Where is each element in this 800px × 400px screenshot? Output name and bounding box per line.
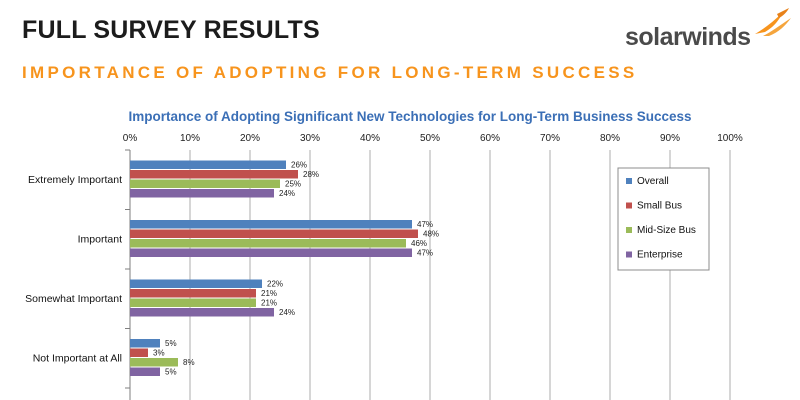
category-label: Not Important at All xyxy=(33,353,122,365)
legend-label: Small Bus xyxy=(637,201,682,212)
value-label: 5% xyxy=(165,368,177,377)
legend-swatch xyxy=(626,202,632,209)
value-label: 28% xyxy=(303,170,319,179)
chart-title: Importance of Adopting Significant New T… xyxy=(128,109,692,124)
x-tick-label: 90% xyxy=(660,133,680,144)
bar xyxy=(130,189,274,198)
bar xyxy=(130,339,160,348)
x-tick-label: 100% xyxy=(717,133,743,144)
brand-name: solarwinds xyxy=(625,23,751,51)
legend-label: Mid-Size Bus xyxy=(637,225,696,236)
x-tick-label: 40% xyxy=(360,133,380,144)
bar xyxy=(130,367,160,376)
x-tick-label: 0% xyxy=(123,133,138,144)
value-label: 48% xyxy=(423,230,439,239)
x-tick-label: 50% xyxy=(420,133,440,144)
x-tick-label: 30% xyxy=(300,133,320,144)
value-label: 21% xyxy=(261,299,277,308)
bar xyxy=(130,179,280,188)
value-label: 26% xyxy=(291,161,307,170)
bar xyxy=(130,160,286,169)
legend-swatch xyxy=(626,251,632,258)
legend-swatch xyxy=(626,178,632,184)
category-label: Somewhat Important xyxy=(25,293,122,305)
bar xyxy=(130,239,406,248)
value-label: 5% xyxy=(165,339,177,348)
category-label: Extremely Important xyxy=(28,174,122,186)
slide-title: FULL SURVEY RESULTS xyxy=(22,16,320,44)
value-label: 24% xyxy=(279,308,295,317)
bar xyxy=(130,348,148,357)
bar xyxy=(130,298,256,307)
value-label: 24% xyxy=(279,189,295,198)
value-label: 25% xyxy=(285,180,301,189)
value-label: 47% xyxy=(417,249,433,258)
bar xyxy=(130,170,298,179)
bar xyxy=(130,220,412,229)
x-tick-label: 80% xyxy=(600,133,620,144)
bar xyxy=(130,289,256,298)
bar xyxy=(130,279,262,288)
x-tick-label: 20% xyxy=(240,133,260,144)
value-label: 21% xyxy=(261,289,277,298)
category-label: Important xyxy=(78,234,122,246)
slide-subtitle: IMPORTANCE OF ADOPTING FOR LONG-TERM SUC… xyxy=(22,63,638,82)
bird-logo-icon xyxy=(755,8,791,36)
legend-label: Overall xyxy=(637,176,669,187)
bar xyxy=(130,229,418,238)
bar xyxy=(130,358,178,367)
bar xyxy=(130,248,412,257)
legend-swatch xyxy=(626,227,632,233)
x-tick-label: 10% xyxy=(180,133,200,144)
value-label: 22% xyxy=(267,280,283,289)
solarwinds-logo: solarwinds xyxy=(625,8,795,52)
value-label: 8% xyxy=(183,358,195,367)
legend-box xyxy=(617,167,710,271)
x-tick-label: 70% xyxy=(540,133,560,144)
value-label: 47% xyxy=(417,220,433,229)
value-label: 3% xyxy=(153,349,165,358)
x-tick-label: 60% xyxy=(480,133,500,144)
bar xyxy=(130,308,274,317)
value-label: 46% xyxy=(411,239,427,248)
legend-label: Enterprise xyxy=(637,250,683,261)
